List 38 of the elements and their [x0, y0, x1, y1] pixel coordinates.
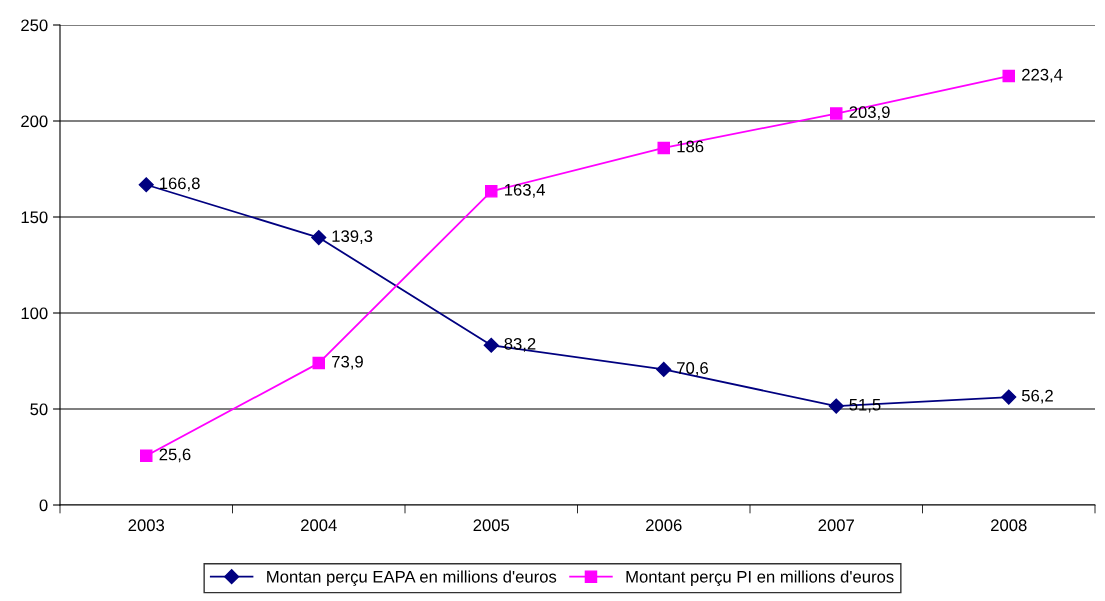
point [311, 229, 327, 246]
legend-label: Montant perçu PI en millions d'euros [626, 570, 894, 586]
data-label: 25,6 [159, 448, 191, 463]
x-tick-label: 2003 [128, 519, 165, 532]
data-label: 139,3 [332, 230, 373, 244]
point [483, 337, 499, 353]
x-tick-label: 2004 [301, 519, 337, 532]
data-label: 70,6 [677, 362, 708, 376]
data-label: 51,5 [849, 398, 881, 413]
y-tick-label: 100 [21, 307, 48, 320]
point [484, 185, 498, 198]
point [312, 356, 326, 370]
point [829, 107, 843, 120]
y-tick-label: 200 [21, 115, 48, 128]
point [656, 361, 672, 378]
data-label: 73,9 [332, 355, 363, 370]
x-tick-label: 2007 [818, 519, 854, 532]
legend-label: Montan perçu EAPA en millions d'euros [267, 570, 557, 586]
point [1001, 389, 1017, 405]
data-label: 83,2 [504, 337, 536, 352]
data-label: 186 [677, 140, 704, 153]
data-label: 56,2 [1021, 389, 1053, 404]
x-tick-label: 2006 [646, 519, 682, 532]
y-tick-label: 150 [21, 211, 48, 224]
x-tick-label: 2005 [473, 519, 510, 532]
y-tick-label: 50 [30, 403, 48, 416]
point [138, 177, 154, 193]
point [657, 141, 671, 155]
y-tick-label: 0 [39, 499, 48, 512]
point [1002, 69, 1016, 83]
data-label: 203,9 [849, 106, 890, 120]
y-tick-label: 250 [21, 19, 48, 32]
data-label: 166,8 [160, 177, 200, 192]
point [828, 398, 844, 414]
point [139, 449, 153, 463]
x-tick-label: 2008 [991, 519, 1027, 532]
data-label: 163,4 [505, 183, 545, 198]
data-label: 223,4 [1022, 68, 1063, 83]
